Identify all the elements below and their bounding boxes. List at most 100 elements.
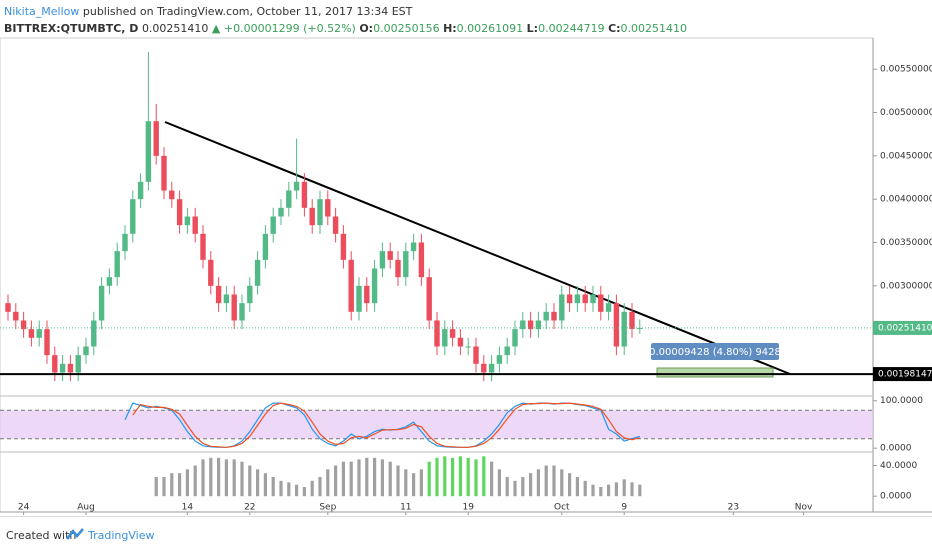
candle-body <box>449 329 456 338</box>
h: 0.00261091 <box>456 22 524 35</box>
bar <box>341 461 345 497</box>
measure-box <box>656 367 774 378</box>
bar <box>193 465 197 497</box>
candle-body <box>582 294 588 304</box>
candle-body <box>613 303 620 347</box>
last-price-box <box>873 320 932 335</box>
bar <box>412 473 416 497</box>
bar <box>435 457 439 497</box>
bar <box>318 477 322 497</box>
y-tick-label: 0.00450000 <box>880 151 932 161</box>
candle-body <box>20 320 27 330</box>
candle-body <box>364 285 370 304</box>
candle-body <box>371 268 378 304</box>
candle-body <box>247 285 253 304</box>
bar <box>287 482 291 497</box>
candle-body <box>410 242 417 252</box>
candle-body <box>473 346 479 364</box>
bar <box>279 480 283 497</box>
candle-body <box>504 346 510 356</box>
o: 0.00250156 <box>373 22 440 35</box>
candle-body <box>59 363 66 373</box>
x-tick-label: 24 <box>18 503 30 513</box>
o-label: O: <box>359 22 374 35</box>
bar <box>451 457 455 497</box>
candle-body <box>629 311 635 330</box>
y-tick-label: 0.0000 <box>880 444 912 454</box>
chart: 0.00009428 (4.80%) 9428 24 Aug 14 22 Sep 11 19… <box>0 37 932 515</box>
bar <box>170 473 174 497</box>
header: Nikita_Mellow published on TradingView.c… <box>4 3 687 37</box>
bar <box>614 482 618 497</box>
bar <box>630 482 634 497</box>
bar <box>521 477 525 497</box>
bar <box>334 465 338 497</box>
x-tick-label: 19 <box>462 503 474 513</box>
bar <box>575 477 579 497</box>
symbol: BITTREX:QTUMBTC, D <box>4 22 139 35</box>
candle-body <box>44 329 50 356</box>
bar <box>310 480 314 497</box>
candle-body <box>169 190 175 200</box>
header-line-1: Nikita_Mellow published on TradingView.c… <box>4 3 687 20</box>
footer: Created with TradingView <box>0 516 932 551</box>
candle-body <box>106 277 113 286</box>
brand[interactable]: TradingView <box>88 529 155 542</box>
bar <box>240 461 244 497</box>
candle-body <box>153 121 159 156</box>
bar <box>154 477 158 497</box>
candle-body <box>566 294 573 304</box>
candle-body <box>13 311 19 321</box>
candle-body <box>286 190 292 208</box>
candle-body <box>598 294 604 312</box>
bar <box>591 484 595 497</box>
candle-body <box>442 329 448 347</box>
bar <box>490 461 494 497</box>
bar <box>365 457 369 497</box>
x-tick-label: Nov <box>795 503 813 513</box>
bar <box>482 456 486 497</box>
bar <box>302 486 306 497</box>
candle-body <box>137 181 144 200</box>
candle-body <box>301 181 308 208</box>
bar <box>466 457 470 497</box>
candle-body <box>496 355 503 364</box>
y-tick-label: 0.00550000 <box>880 65 932 75</box>
author[interactable]: Nikita_Mellow <box>4 5 80 18</box>
candle-body <box>52 355 58 373</box>
candle-body <box>176 199 183 226</box>
candle-body <box>200 233 206 260</box>
candle-body <box>551 311 557 321</box>
y-tick-label: 0.0000 <box>880 492 912 502</box>
candle-body <box>293 181 300 191</box>
y-tick-label: 0.00350000 <box>880 238 932 248</box>
bar <box>536 469 540 497</box>
bar <box>458 456 462 497</box>
l: 0.00244719 <box>538 22 605 35</box>
bar <box>404 469 408 497</box>
candle-body <box>122 233 128 252</box>
bar <box>622 479 626 497</box>
candle-body <box>278 207 284 217</box>
candle-body <box>130 199 136 234</box>
bar <box>583 480 587 497</box>
bar <box>185 469 189 497</box>
bar <box>427 461 431 497</box>
bar <box>373 457 377 497</box>
x-tick-label: Aug <box>77 503 95 513</box>
candle-body <box>348 259 354 312</box>
bar <box>599 486 603 497</box>
x-tick-label: Oct <box>554 503 570 513</box>
candle-body <box>325 199 331 217</box>
bar <box>513 480 517 497</box>
candle-body <box>340 233 347 260</box>
stoch-line <box>132 402 640 448</box>
bar <box>295 484 299 497</box>
bar <box>232 459 236 497</box>
h-label: H: <box>443 22 457 35</box>
bar <box>263 473 267 497</box>
x-tick-label: 14 <box>182 503 194 513</box>
last-price-label: 0.00251410 <box>878 323 932 333</box>
candle-body <box>75 355 81 373</box>
candle-body <box>418 242 425 278</box>
